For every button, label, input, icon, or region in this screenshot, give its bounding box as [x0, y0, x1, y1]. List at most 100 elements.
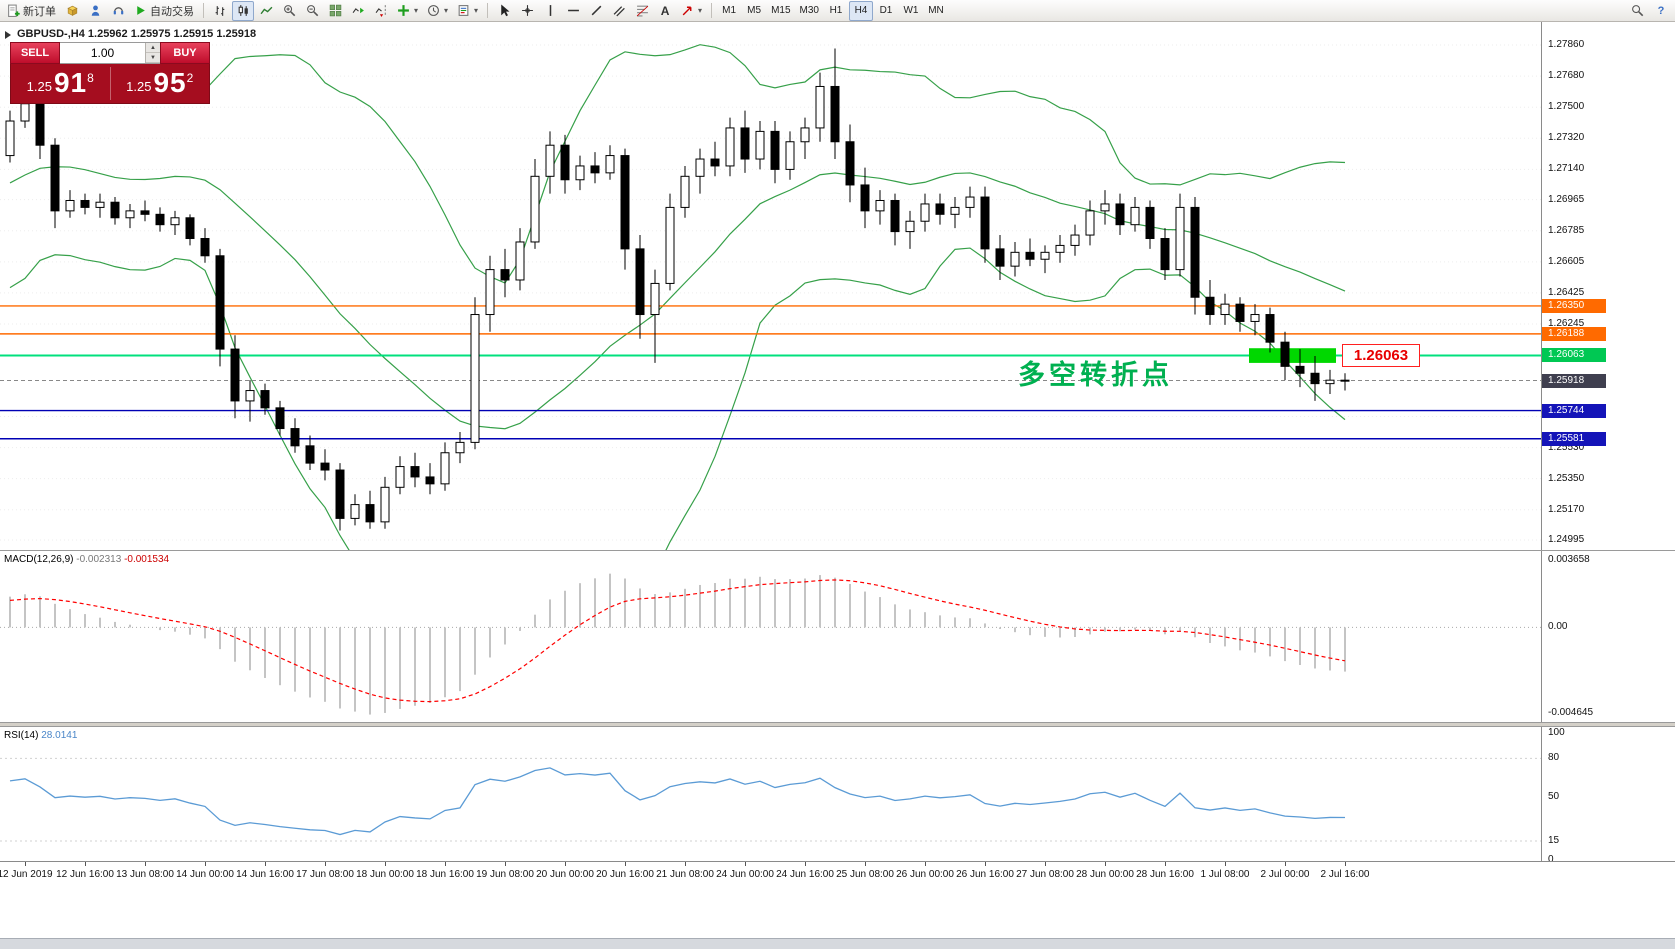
- templates-button[interactable]: ▾: [453, 1, 482, 21]
- autotrading-button[interactable]: 自动交易: [130, 1, 198, 21]
- fibonacci-button[interactable]: [631, 1, 653, 21]
- volume-up-button[interactable]: ▲: [146, 43, 160, 53]
- time-axis-label: 28 Jun 00:00: [1076, 869, 1134, 880]
- market-watch-button[interactable]: [61, 1, 83, 21]
- volume-input[interactable]: [60, 43, 145, 63]
- toolbar-separator: [487, 3, 489, 18]
- auto-scroll-icon: [352, 4, 365, 17]
- buy-price-big: 95: [153, 67, 187, 98]
- chart-canvas[interactable]: [0, 22, 1541, 550]
- arrows-tool-button[interactable]: ▾: [677, 1, 706, 21]
- crosshair-button[interactable]: [516, 1, 538, 21]
- time-axis-label: 20 Jun 16:00: [596, 869, 654, 880]
- timeframe-h1-button[interactable]: H1: [829, 5, 843, 16]
- search-button[interactable]: [1626, 1, 1648, 21]
- new-order-icon: [7, 4, 20, 17]
- price-divider: [109, 67, 111, 100]
- zoom-in-button[interactable]: [278, 1, 300, 21]
- time-axis-label: 18 Jun 00:00: [356, 869, 414, 880]
- text-tool-button[interactable]: A: [654, 1, 676, 21]
- macd-axis-label: 0.003658: [1548, 554, 1590, 565]
- help-button[interactable]: ?: [1650, 1, 1672, 21]
- time-axis-label: 14 Jun 16:00: [236, 869, 294, 880]
- chart-line-button[interactable]: [255, 1, 277, 21]
- timeframe-mn-button[interactable]: MN: [928, 5, 944, 16]
- buy-price-pip: 2: [186, 71, 194, 85]
- macd-canvas[interactable]: [0, 551, 1541, 722]
- terminal-headset-icon: [112, 4, 125, 17]
- navigator-person-icon: [89, 4, 102, 17]
- dropdown-caret-icon: ▾: [444, 6, 449, 15]
- price-axis-label: 1.26425: [1548, 286, 1585, 298]
- panel-splitter[interactable]: [0, 722, 1675, 727]
- time-tick: [685, 862, 686, 866]
- dropdown-caret-icon: ▾: [474, 6, 479, 15]
- time-tick: [325, 862, 326, 866]
- bar-chart-icon: [214, 4, 227, 17]
- time-axis-label: 12 Jun 2019: [0, 869, 53, 880]
- time-axis-label: 27 Jun 08:00: [1016, 869, 1074, 880]
- new-order-button[interactable]: 新订单: [3, 1, 60, 21]
- timeframe-m5-button[interactable]: M5: [747, 5, 762, 16]
- timeframe-w1-button[interactable]: W1: [903, 5, 919, 16]
- main-chart[interactable]: GBPUSD-,H4 1.25962 1.25975 1.25915 1.259…: [0, 22, 1541, 550]
- chart-shift-button[interactable]: [370, 1, 392, 21]
- terminal-button[interactable]: [107, 1, 129, 21]
- panel-separator[interactable]: [0, 550, 1675, 551]
- tile-windows-button[interactable]: [324, 1, 346, 21]
- vertical-line-button[interactable]: [539, 1, 561, 21]
- timeframe-m30-button[interactable]: M30: [799, 5, 819, 16]
- timeframe-d1-button[interactable]: D1: [879, 5, 893, 16]
- chart-annotation-text: 多空转折点: [1018, 360, 1173, 390]
- time-tick: [265, 862, 266, 866]
- rsi-panel[interactable]: RSI(14) 28.0141: [0, 727, 1541, 861]
- macd-panel[interactable]: MACD(12,26,9) -0.002313 -0.001534: [0, 551, 1541, 722]
- navigator-button[interactable]: [84, 1, 106, 21]
- text-tool-icon: A: [660, 3, 670, 18]
- crosshair-icon: [521, 4, 534, 17]
- indicators-button[interactable]: ▾: [393, 1, 422, 21]
- autotrading-play-icon: [134, 4, 147, 17]
- auto-scroll-button[interactable]: [347, 1, 369, 21]
- timeframe-group: M1 M5 M15 M30 H1 H4 D1 W1 MN: [717, 0, 948, 21]
- volume-down-button[interactable]: ▼: [146, 53, 160, 63]
- timeframe-m15-button[interactable]: M15: [771, 5, 791, 16]
- time-axis[interactable]: 12 Jun 2019 12 Jun 16:00 13 Jun 08:00 14 Ju…: [0, 861, 1675, 884]
- chart-candles-button[interactable]: [232, 0, 254, 21]
- time-axis-label: 19 Jun 08:00: [476, 869, 534, 880]
- candlestick-chart-icon: [237, 4, 250, 17]
- sell-button[interactable]: SELL: [10, 42, 60, 64]
- annotation-price-label: 1.26063: [1342, 344, 1420, 367]
- chart-expand-icon[interactable]: [5, 31, 11, 39]
- main-toolbar: 新订单 自动交易 ▾ ▾ ▾ A: [0, 0, 1675, 22]
- trendline-button[interactable]: [585, 1, 607, 21]
- cursor-button[interactable]: [493, 1, 515, 21]
- price-axis-label: 1.25170: [1548, 503, 1585, 515]
- buy-button[interactable]: BUY: [160, 42, 210, 64]
- zoom-out-button[interactable]: [301, 1, 323, 21]
- macd-label: MACD(12,26,9) -0.002313 -0.001534: [4, 554, 170, 565]
- time-tick: [865, 862, 866, 866]
- tile-windows-icon: [329, 4, 342, 17]
- toolbar-separator: [711, 3, 713, 18]
- rsi-canvas[interactable]: [0, 727, 1541, 861]
- sell-price-display[interactable]: 1.25 91 8: [11, 64, 110, 103]
- cursor-icon: [498, 4, 511, 17]
- time-tick: [85, 862, 86, 866]
- price-axis-label: 1.27320: [1548, 132, 1585, 144]
- chart-bars-button[interactable]: [209, 1, 231, 21]
- rsi-axis-label: 0: [1548, 854, 1554, 865]
- time-tick: [625, 862, 626, 866]
- timeframe-m1-button[interactable]: M1: [722, 5, 737, 16]
- buy-price-display[interactable]: 1.25 95 2: [111, 64, 210, 103]
- time-axis-label: 13 Jun 08:00: [116, 869, 174, 880]
- toolbar-separator: [203, 3, 204, 18]
- market-watch-icon: [66, 4, 79, 17]
- timeframe-h4-button[interactable]: H4: [848, 0, 873, 21]
- horizontal-line-button[interactable]: [562, 1, 584, 21]
- vertical-line-icon: [544, 4, 557, 17]
- price-axis-label: 1.27140: [1548, 163, 1585, 175]
- channel-button[interactable]: [608, 1, 630, 21]
- periods-button[interactable]: ▾: [423, 1, 452, 21]
